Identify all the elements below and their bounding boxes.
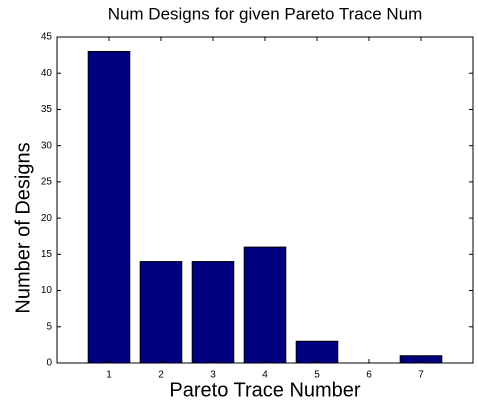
x-tick-label: 7: [418, 370, 424, 381]
y-tick-label: 0: [46, 358, 52, 369]
x-tick-label: 6: [366, 370, 372, 381]
y-axis-label: Number of Designs: [12, 142, 34, 313]
x-tick-label: 3: [210, 370, 216, 381]
x-axis-label: Pareto Trace Number: [169, 379, 361, 401]
x-tick-label: 4: [262, 370, 268, 381]
y-tick-label: 30: [41, 140, 53, 151]
bar: [191, 261, 235, 364]
bar: [139, 261, 183, 364]
y-tick-label: 5: [46, 321, 52, 332]
x-tick-label: 1: [106, 370, 112, 381]
bar: [87, 50, 131, 364]
x-tick-label: 5: [314, 370, 320, 381]
y-tick-label: 40: [41, 68, 53, 79]
y-tick-label: 45: [41, 32, 53, 43]
bar: [243, 246, 287, 364]
y-tick-label: 10: [41, 285, 53, 296]
y-tick-label: 20: [41, 213, 53, 224]
x-tick-label: 2: [158, 370, 164, 381]
chart-title: Num Designs for given Pareto Trace Num: [108, 4, 423, 23]
y-tick-label: 35: [41, 104, 53, 115]
y-tick-label: 15: [41, 249, 53, 260]
y-tick-label: 25: [41, 177, 53, 188]
